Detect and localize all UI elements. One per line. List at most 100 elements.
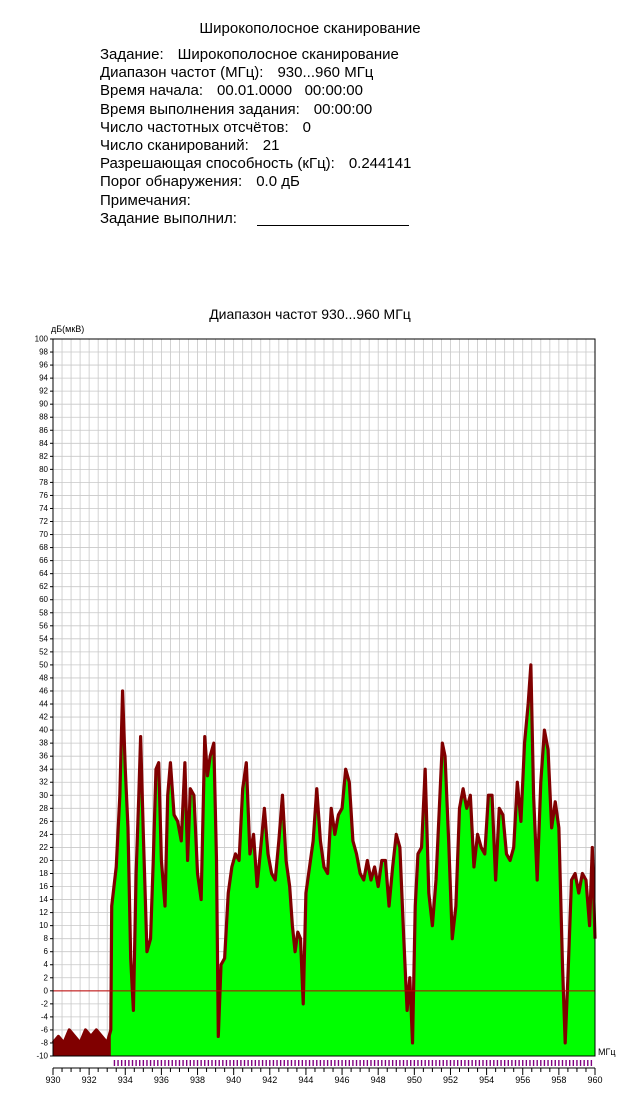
y-tick-label: 30 — [39, 791, 48, 800]
y-tick-label: 16 — [39, 882, 48, 891]
y-tick-label: -2 — [41, 999, 49, 1008]
y-tick-label: 96 — [39, 361, 48, 370]
x-tick-label: 954 — [479, 1075, 494, 1085]
x-tick-label: 950 — [407, 1075, 422, 1085]
y-tick-label: 88 — [39, 413, 48, 422]
y-tick-label: 28 — [39, 804, 48, 813]
info-value: 00.01.0000 00:00:00 — [217, 82, 363, 100]
info-row-duration: Время выполнения задания: 00:00:00 — [100, 101, 411, 119]
info-row-threshold: Порог обнаружения: 0.0 дБ — [100, 173, 411, 191]
info-value: 21 — [262, 136, 280, 154]
y-tick-label: 86 — [39, 426, 48, 435]
spectrum-area — [53, 664, 595, 1056]
info-value: 0.244141 — [348, 155, 412, 173]
y-tick-label: 78 — [39, 478, 48, 487]
report-title: Широкополосное сканирование — [199, 20, 421, 37]
y-tick-label: 52 — [39, 647, 48, 656]
info-value: 0.0 дБ — [256, 173, 300, 191]
y-tick-label: 48 — [39, 673, 48, 682]
info-label: Задание: — [100, 46, 164, 63]
info-label: Задание выполнил: — [100, 209, 237, 227]
y-tick-label: 0 — [44, 986, 49, 995]
info-label: Диапазон частот (МГц): — [100, 64, 264, 82]
y-tick-label: -4 — [41, 1012, 49, 1021]
y-tick-label: 44 — [39, 700, 48, 709]
x-tick-label: 942 — [262, 1075, 277, 1085]
y-tick-label: 76 — [39, 491, 48, 500]
chart-title: Диапазон частот 930...960 МГц — [209, 306, 411, 322]
y-tick-label: 68 — [39, 543, 48, 552]
y-tick-label: 24 — [39, 830, 48, 839]
y-tick-label: 80 — [39, 465, 48, 474]
y-tick-label: 10 — [39, 921, 48, 930]
info-label: Число частотных отсчётов: — [100, 118, 289, 136]
y-tick-label: 84 — [39, 439, 48, 448]
info-label: Порог обнаружения: — [100, 173, 243, 191]
x-tick-label: 938 — [190, 1075, 205, 1085]
y-tick-label: 98 — [39, 348, 48, 357]
x-tick-label: 932 — [82, 1075, 97, 1085]
info-row-range: Диапазон частот (МГц): 930...960 МГц — [100, 64, 411, 82]
info-row-notes: Примечания: — [100, 192, 411, 210]
y-tick-label: 38 — [39, 739, 48, 748]
y-tick-label: 8 — [44, 934, 49, 943]
y-tick-label: 32 — [39, 778, 48, 787]
x-tick-label: 934 — [118, 1075, 133, 1085]
x-tick-label: 940 — [226, 1075, 241, 1085]
task-info: Задание: Широкополосное сканирование Диап… — [100, 46, 411, 228]
info-label: Примечания: — [100, 191, 191, 209]
y-tick-label: 62 — [39, 582, 48, 591]
x-tick-label: 960 — [587, 1075, 602, 1085]
x-tick-label: 944 — [298, 1075, 313, 1085]
y-tick-label: 20 — [39, 856, 48, 865]
info-label: Число сканирований: — [100, 136, 249, 154]
y-tick-label: 26 — [39, 817, 48, 826]
y-tick-label: -8 — [41, 1038, 49, 1047]
y-tick-label: 40 — [39, 726, 48, 735]
y-tick-label: 36 — [39, 752, 48, 761]
x-tick-label: 948 — [371, 1075, 386, 1085]
y-tick-label: 72 — [39, 517, 48, 526]
y-tick-label: 90 — [39, 400, 48, 409]
x-axis-label: МГц — [598, 1047, 616, 1057]
y-tick-label: 18 — [39, 869, 48, 878]
y-tick-label: -10 — [36, 1052, 48, 1061]
x-tick-label: 958 — [551, 1075, 566, 1085]
y-tick-label: 22 — [39, 843, 48, 852]
y-tick-label: -6 — [41, 1025, 49, 1034]
info-row-sample-count: Число частотных отсчётов: 0 — [100, 119, 411, 137]
info-row-start-time: Время начала: 00.01.0000 00:00:00 — [100, 82, 411, 100]
info-label: Время начала: — [100, 82, 204, 100]
info-value: Широкополосное сканирование — [177, 46, 399, 63]
y-axis-label: дБ(мкВ) — [51, 324, 84, 334]
y-tick-label: 70 — [39, 530, 48, 539]
y-tick-label: 56 — [39, 621, 48, 630]
y-tick-label: 82 — [39, 452, 48, 461]
y-tick-label: 4 — [44, 960, 49, 969]
info-value: 00:00:00 — [313, 100, 373, 118]
info-row-resolution: Разрешающая способность (кГц): 0.244141 — [100, 155, 411, 173]
y-tick-label: 34 — [39, 765, 48, 774]
y-tick-label: 60 — [39, 595, 48, 604]
y-tick-label: 66 — [39, 556, 48, 565]
x-tick-label: 936 — [154, 1075, 169, 1085]
info-value: 930...960 МГц — [277, 64, 374, 82]
y-tick-label: 64 — [39, 569, 48, 578]
info-row-scan-count: Число сканирований: 21 — [100, 137, 411, 155]
y-tick-label: 42 — [39, 713, 48, 722]
y-tick-label: 54 — [39, 634, 48, 643]
y-tick-label: 58 — [39, 608, 48, 617]
plot-frame — [52, 338, 596, 1057]
info-label: Разрешающая способность (кГц): — [100, 155, 335, 173]
info-row-performed-by: Задание выполнил: — [100, 210, 411, 228]
y-tick-label: 12 — [39, 908, 48, 917]
y-tick-label: 74 — [39, 504, 48, 513]
y-tick-label: 100 — [35, 335, 49, 344]
x-tick-label: 952 — [443, 1075, 458, 1085]
y-tick-label: 46 — [39, 686, 48, 695]
info-row-task: Задание: Широкополосное сканирование — [100, 46, 411, 64]
y-tick-label: 2 — [44, 973, 49, 982]
x-tick-label: 946 — [335, 1075, 350, 1085]
x-tick-label: 956 — [515, 1075, 530, 1085]
